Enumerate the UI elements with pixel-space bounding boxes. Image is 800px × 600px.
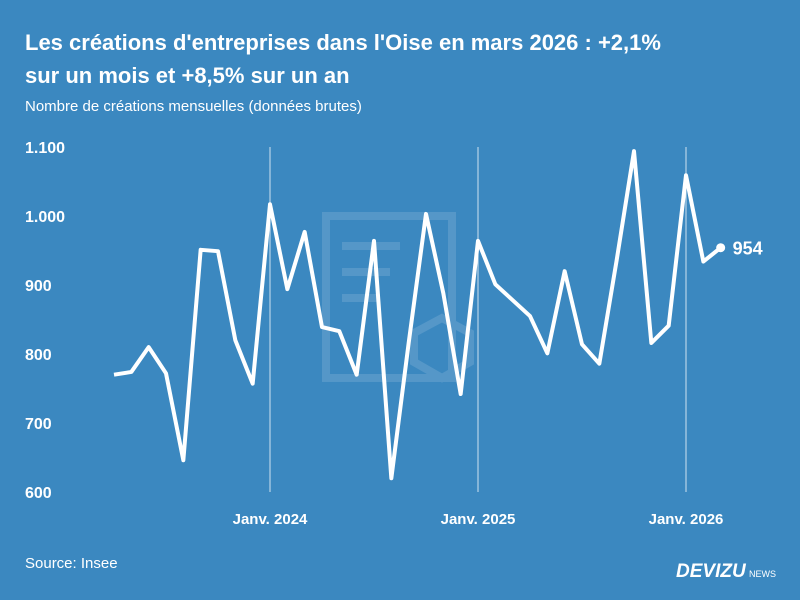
y-tick-label: 700 xyxy=(25,416,52,433)
y-tick-label: 1.100 xyxy=(25,140,65,157)
x-tick-label: Janv. 2025 xyxy=(441,511,516,528)
y-tick-label: 900 xyxy=(25,278,52,295)
watermark xyxy=(322,212,474,383)
y-tick-label: 800 xyxy=(25,347,52,364)
y-tick-label: 600 xyxy=(25,485,52,502)
chart-subtitle: Nombre de créations mensuelles (données … xyxy=(25,98,362,115)
data-label: 954 xyxy=(733,239,763,259)
chart-title: Les créations d'entreprises dans l'Oise … xyxy=(25,30,661,55)
y-tick-label: 1.000 xyxy=(25,209,65,226)
chart-title: sur un mois et +8,5% sur un an xyxy=(25,63,350,88)
last-point xyxy=(716,243,726,253)
line xyxy=(113,149,722,481)
brand-suffix: NEWS xyxy=(749,569,776,579)
brand: DEVIZU xyxy=(676,561,747,582)
plot: 600 700 800 900 1.000 1.100 Janv. 2024 Janv. 20… xyxy=(25,140,763,528)
x-tick-label: Janv. 2026 xyxy=(649,511,724,528)
x-tick-label: Janv. 2024 xyxy=(233,511,308,528)
source: Source: Insee xyxy=(25,555,118,572)
